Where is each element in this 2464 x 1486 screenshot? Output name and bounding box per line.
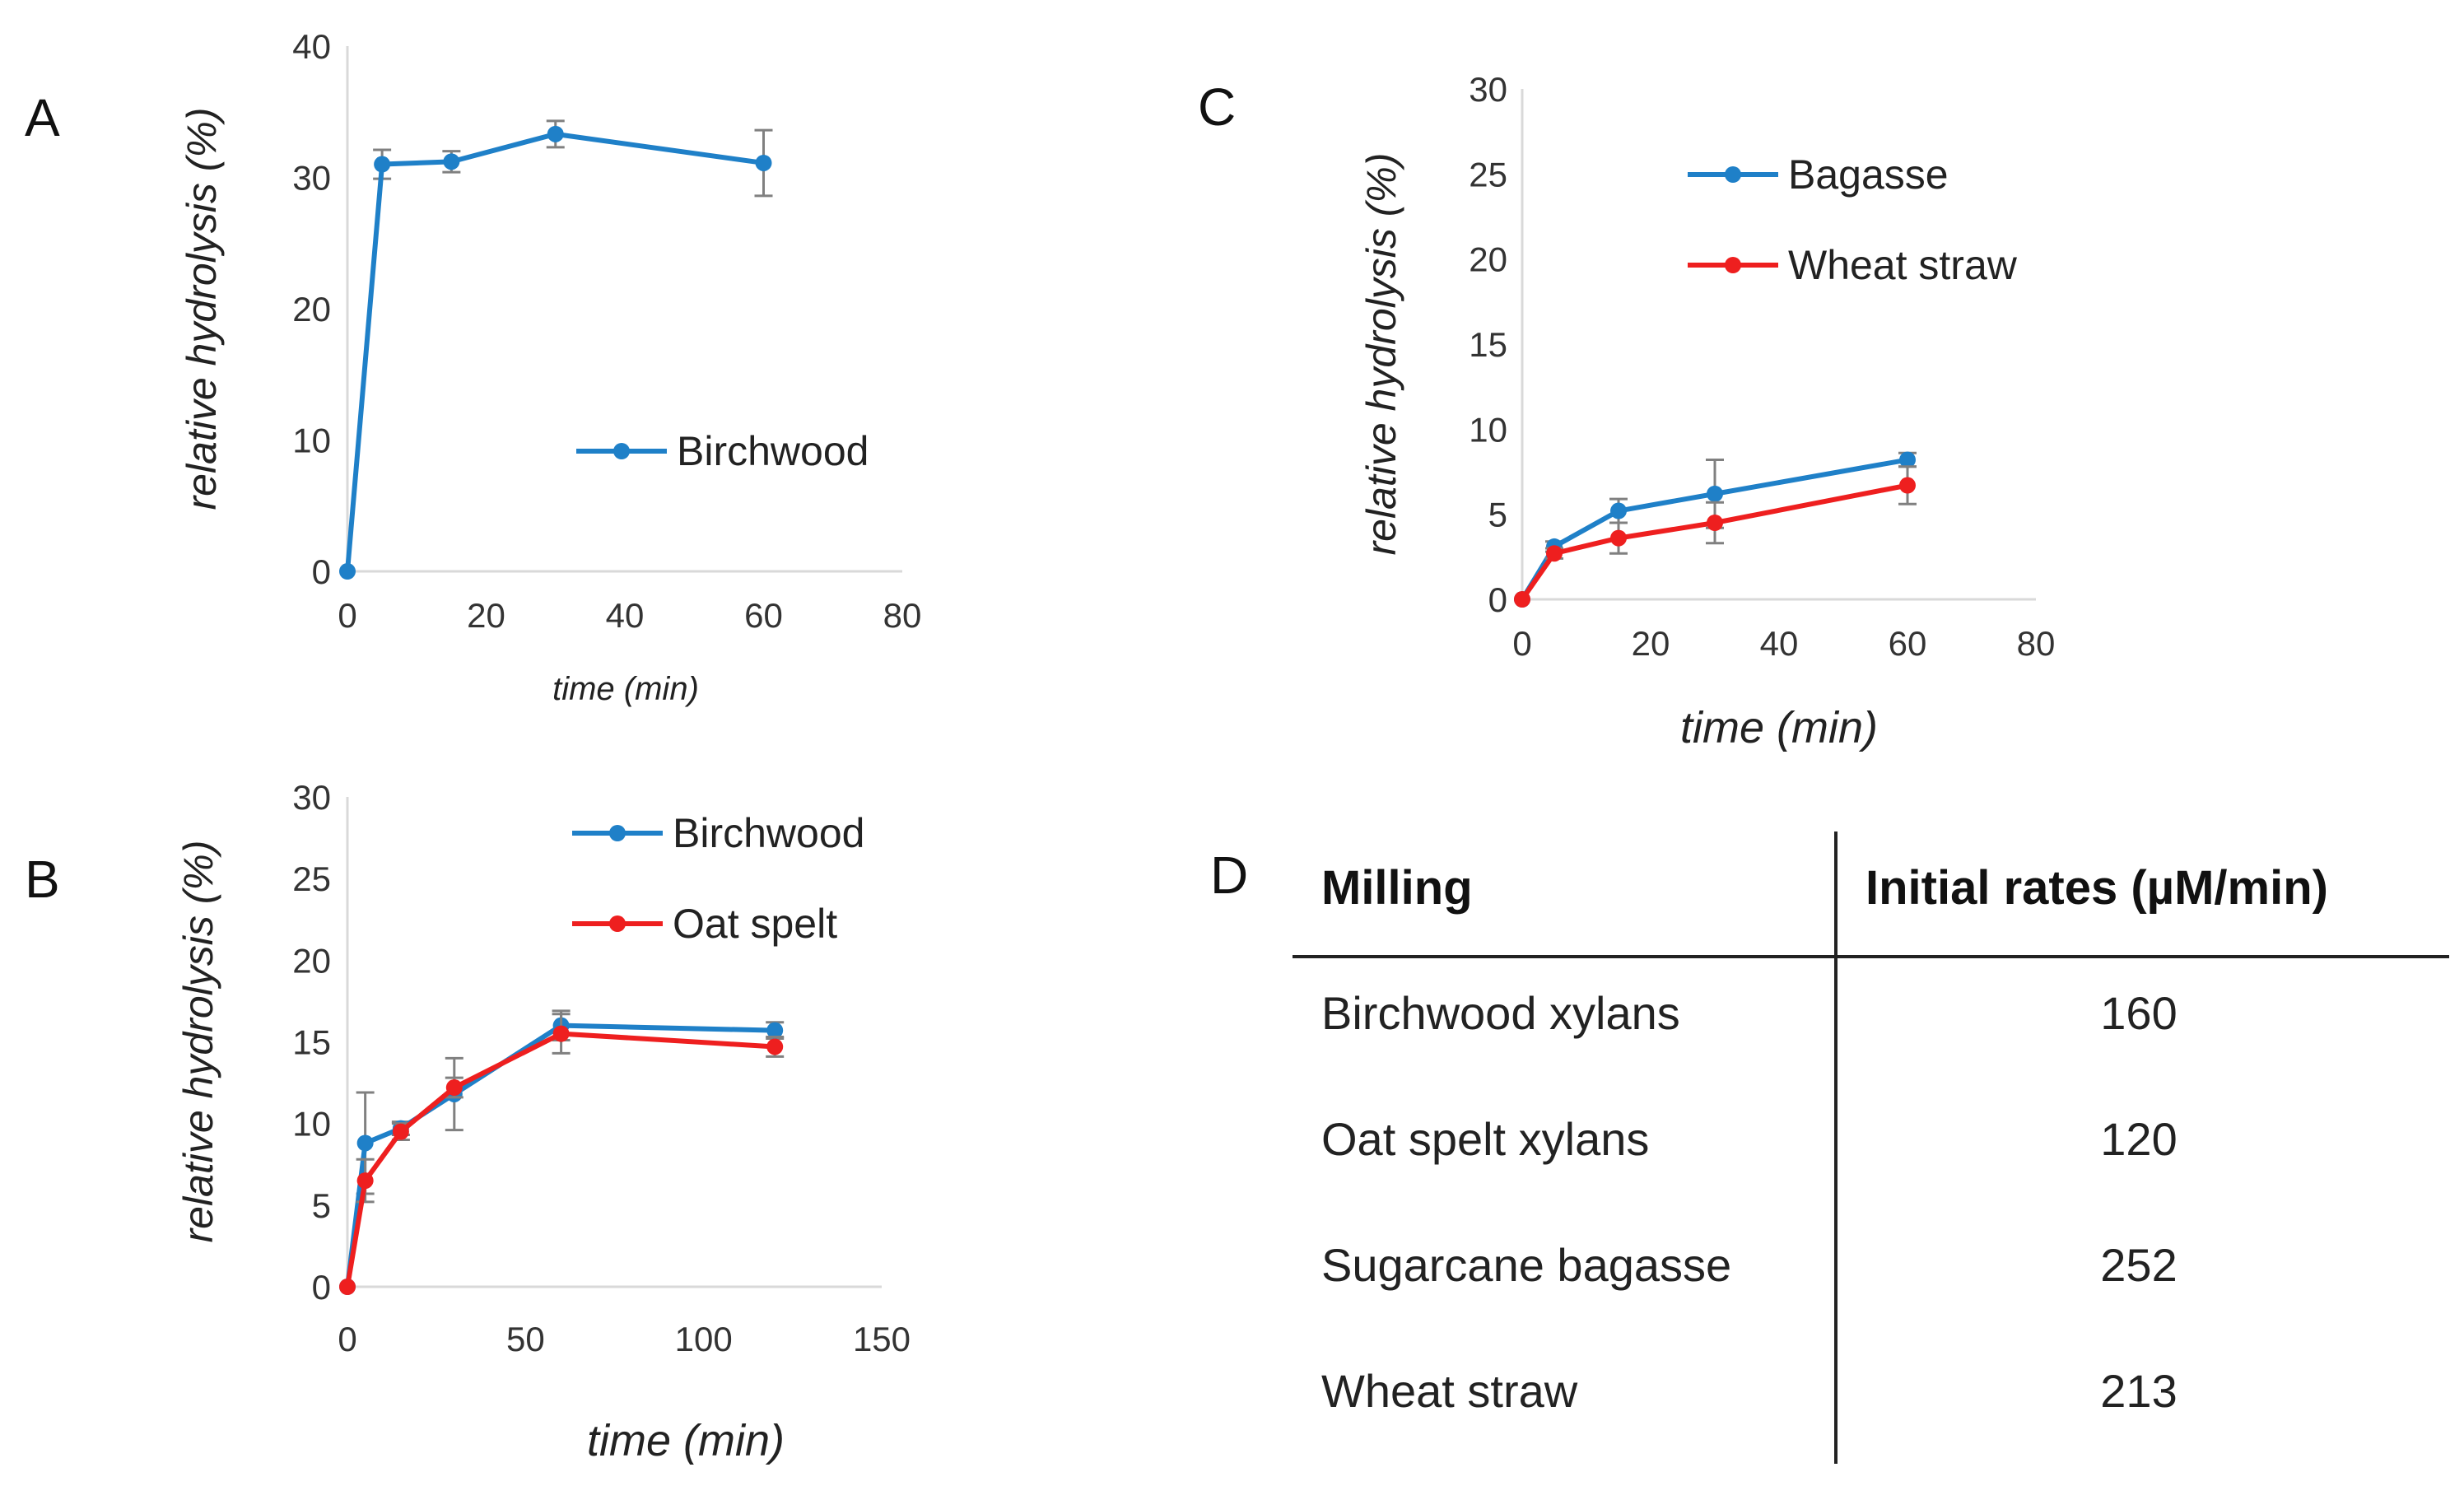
legend-marker bbox=[613, 443, 630, 459]
data-point bbox=[443, 153, 460, 170]
x-tick-label: 40 bbox=[1760, 624, 1799, 663]
x-tick-label: 0 bbox=[338, 596, 356, 635]
panel-b: B 0 5 10 15 20 25 30 0 50 100 150 relative hydrolysi… bbox=[25, 778, 911, 1465]
y-tick-label: 10 bbox=[292, 422, 331, 460]
x-tick-label: 60 bbox=[744, 596, 783, 635]
legend-marker bbox=[609, 825, 626, 841]
series-wheat-straw bbox=[1514, 465, 1917, 608]
table-row: Wheat straw 213 bbox=[1321, 1365, 2178, 1417]
table-header-rates: Initial rates (µM/min) bbox=[1865, 861, 2328, 915]
y-tick-label: 0 bbox=[1488, 580, 1507, 619]
data-point bbox=[356, 1134, 374, 1152]
table-cell-name: Oat spelt xylans bbox=[1321, 1113, 1649, 1165]
legend-marker bbox=[1725, 166, 1741, 183]
panel-c: C 0 5 10 15 20 25 30 0 20 40 60 80 relative hydrolysi… bbox=[1198, 70, 2055, 752]
data-point bbox=[392, 1123, 409, 1140]
x-axis-label: time (min) bbox=[587, 1416, 785, 1465]
data-point bbox=[1610, 529, 1627, 547]
table-row: Birchwood xylans 160 bbox=[1321, 987, 2178, 1039]
y-tick-label: 25 bbox=[292, 859, 331, 898]
data-point bbox=[1899, 477, 1916, 494]
table-header-milling: Milling bbox=[1321, 861, 1473, 915]
legend-label: Birchwood bbox=[673, 810, 864, 856]
table-cell-name: Wheat straw bbox=[1321, 1365, 1578, 1417]
data-point bbox=[766, 1022, 784, 1039]
data-point bbox=[1514, 591, 1530, 608]
x-tick-label: 80 bbox=[2017, 624, 2056, 663]
legend-marker bbox=[609, 915, 626, 932]
panel-letter: B bbox=[25, 850, 60, 909]
series-line bbox=[345, 1022, 776, 1288]
data-point bbox=[1899, 451, 1916, 468]
table-cell-name: Birchwood xylans bbox=[1321, 987, 1680, 1039]
y-tick-label: 15 bbox=[292, 1023, 331, 1062]
y-tick-label: 10 bbox=[1469, 410, 1507, 449]
x-tick-label: 0 bbox=[338, 1320, 356, 1358]
table-cell-rate: 252 bbox=[2100, 1239, 2177, 1291]
y-tick-label: 5 bbox=[312, 1186, 331, 1225]
y-axis-label: relative hydrolysis (%) bbox=[179, 107, 225, 510]
data-point bbox=[1610, 502, 1627, 519]
data-point bbox=[339, 563, 356, 580]
panel-a: A 0 10 20 30 40 0 20 40 60 80 relative hydrolysis (… bbox=[25, 27, 921, 707]
table-cell-rate: 160 bbox=[2100, 987, 2177, 1039]
series-line bbox=[345, 131, 764, 572]
x-tick-label: 50 bbox=[506, 1320, 545, 1358]
x-tick-label: 40 bbox=[606, 596, 645, 635]
y-tick-label: 25 bbox=[1469, 155, 1507, 193]
table-cell-name: Sugarcane bagasse bbox=[1321, 1239, 1731, 1291]
x-tick-label: 80 bbox=[883, 596, 922, 635]
y-axis-label: relative hydrolysis (%) bbox=[175, 840, 221, 1242]
panel-letter: A bbox=[25, 88, 60, 147]
data-point bbox=[1707, 515, 1723, 531]
y-tick-label: 10 bbox=[292, 1105, 331, 1144]
data-point bbox=[766, 1038, 784, 1055]
legend-label: Oat spelt bbox=[673, 901, 837, 947]
x-axis-label: time (min) bbox=[552, 671, 699, 707]
x-tick-label: 0 bbox=[1512, 624, 1531, 663]
y-tick-label: 5 bbox=[1488, 496, 1507, 534]
data-point bbox=[374, 156, 391, 173]
data-point bbox=[755, 154, 772, 171]
x-tick-label: 100 bbox=[675, 1320, 733, 1358]
x-tick-label: 60 bbox=[1889, 624, 1927, 663]
table-cell-rate: 120 bbox=[2100, 1113, 2177, 1165]
legend-label: Bagasse bbox=[1788, 151, 1949, 198]
panel-letter: C bbox=[1198, 77, 1236, 137]
data-point bbox=[552, 1025, 570, 1042]
legend-label: Wheat straw bbox=[1788, 242, 2018, 288]
data-point bbox=[356, 1172, 374, 1190]
y-axis-label: relative hydrolysis (%) bbox=[1358, 152, 1404, 555]
data-point bbox=[1707, 485, 1723, 502]
x-tick-label: 150 bbox=[853, 1320, 911, 1358]
series-oat-spelt bbox=[339, 1013, 785, 1295]
x-tick-label: 20 bbox=[467, 596, 505, 635]
panel-letter: D bbox=[1210, 845, 1248, 905]
data-point bbox=[1546, 545, 1563, 562]
data-point bbox=[547, 125, 564, 142]
panel-d: D Milling Initial rates (µM/min) Birchwood … bbox=[1210, 832, 2449, 1464]
y-tick-label: 30 bbox=[292, 778, 331, 817]
legend-marker bbox=[1725, 257, 1741, 273]
y-tick-label: 20 bbox=[292, 290, 331, 328]
data-point bbox=[445, 1079, 463, 1097]
y-tick-label: 40 bbox=[292, 27, 331, 66]
y-tick-label: 20 bbox=[1469, 240, 1507, 279]
legend-label: Birchwood bbox=[677, 428, 869, 474]
data-point bbox=[339, 1279, 356, 1295]
table-row: Sugarcane bagasse 252 bbox=[1321, 1239, 2178, 1291]
y-tick-label: 0 bbox=[312, 1268, 331, 1307]
y-tick-label: 30 bbox=[1469, 70, 1507, 109]
y-tick-label: 0 bbox=[312, 552, 331, 591]
series-line bbox=[345, 1031, 776, 1288]
y-tick-label: 20 bbox=[292, 941, 331, 980]
series-birchwood bbox=[339, 119, 773, 580]
x-axis-label: time (min) bbox=[1680, 703, 1878, 752]
y-tick-label: 30 bbox=[292, 159, 331, 198]
y-tick-label: 15 bbox=[1469, 325, 1507, 364]
table-cell-rate: 213 bbox=[2100, 1365, 2177, 1417]
x-tick-label: 20 bbox=[1632, 624, 1670, 663]
table-row: Oat spelt xylans 120 bbox=[1321, 1113, 2178, 1165]
